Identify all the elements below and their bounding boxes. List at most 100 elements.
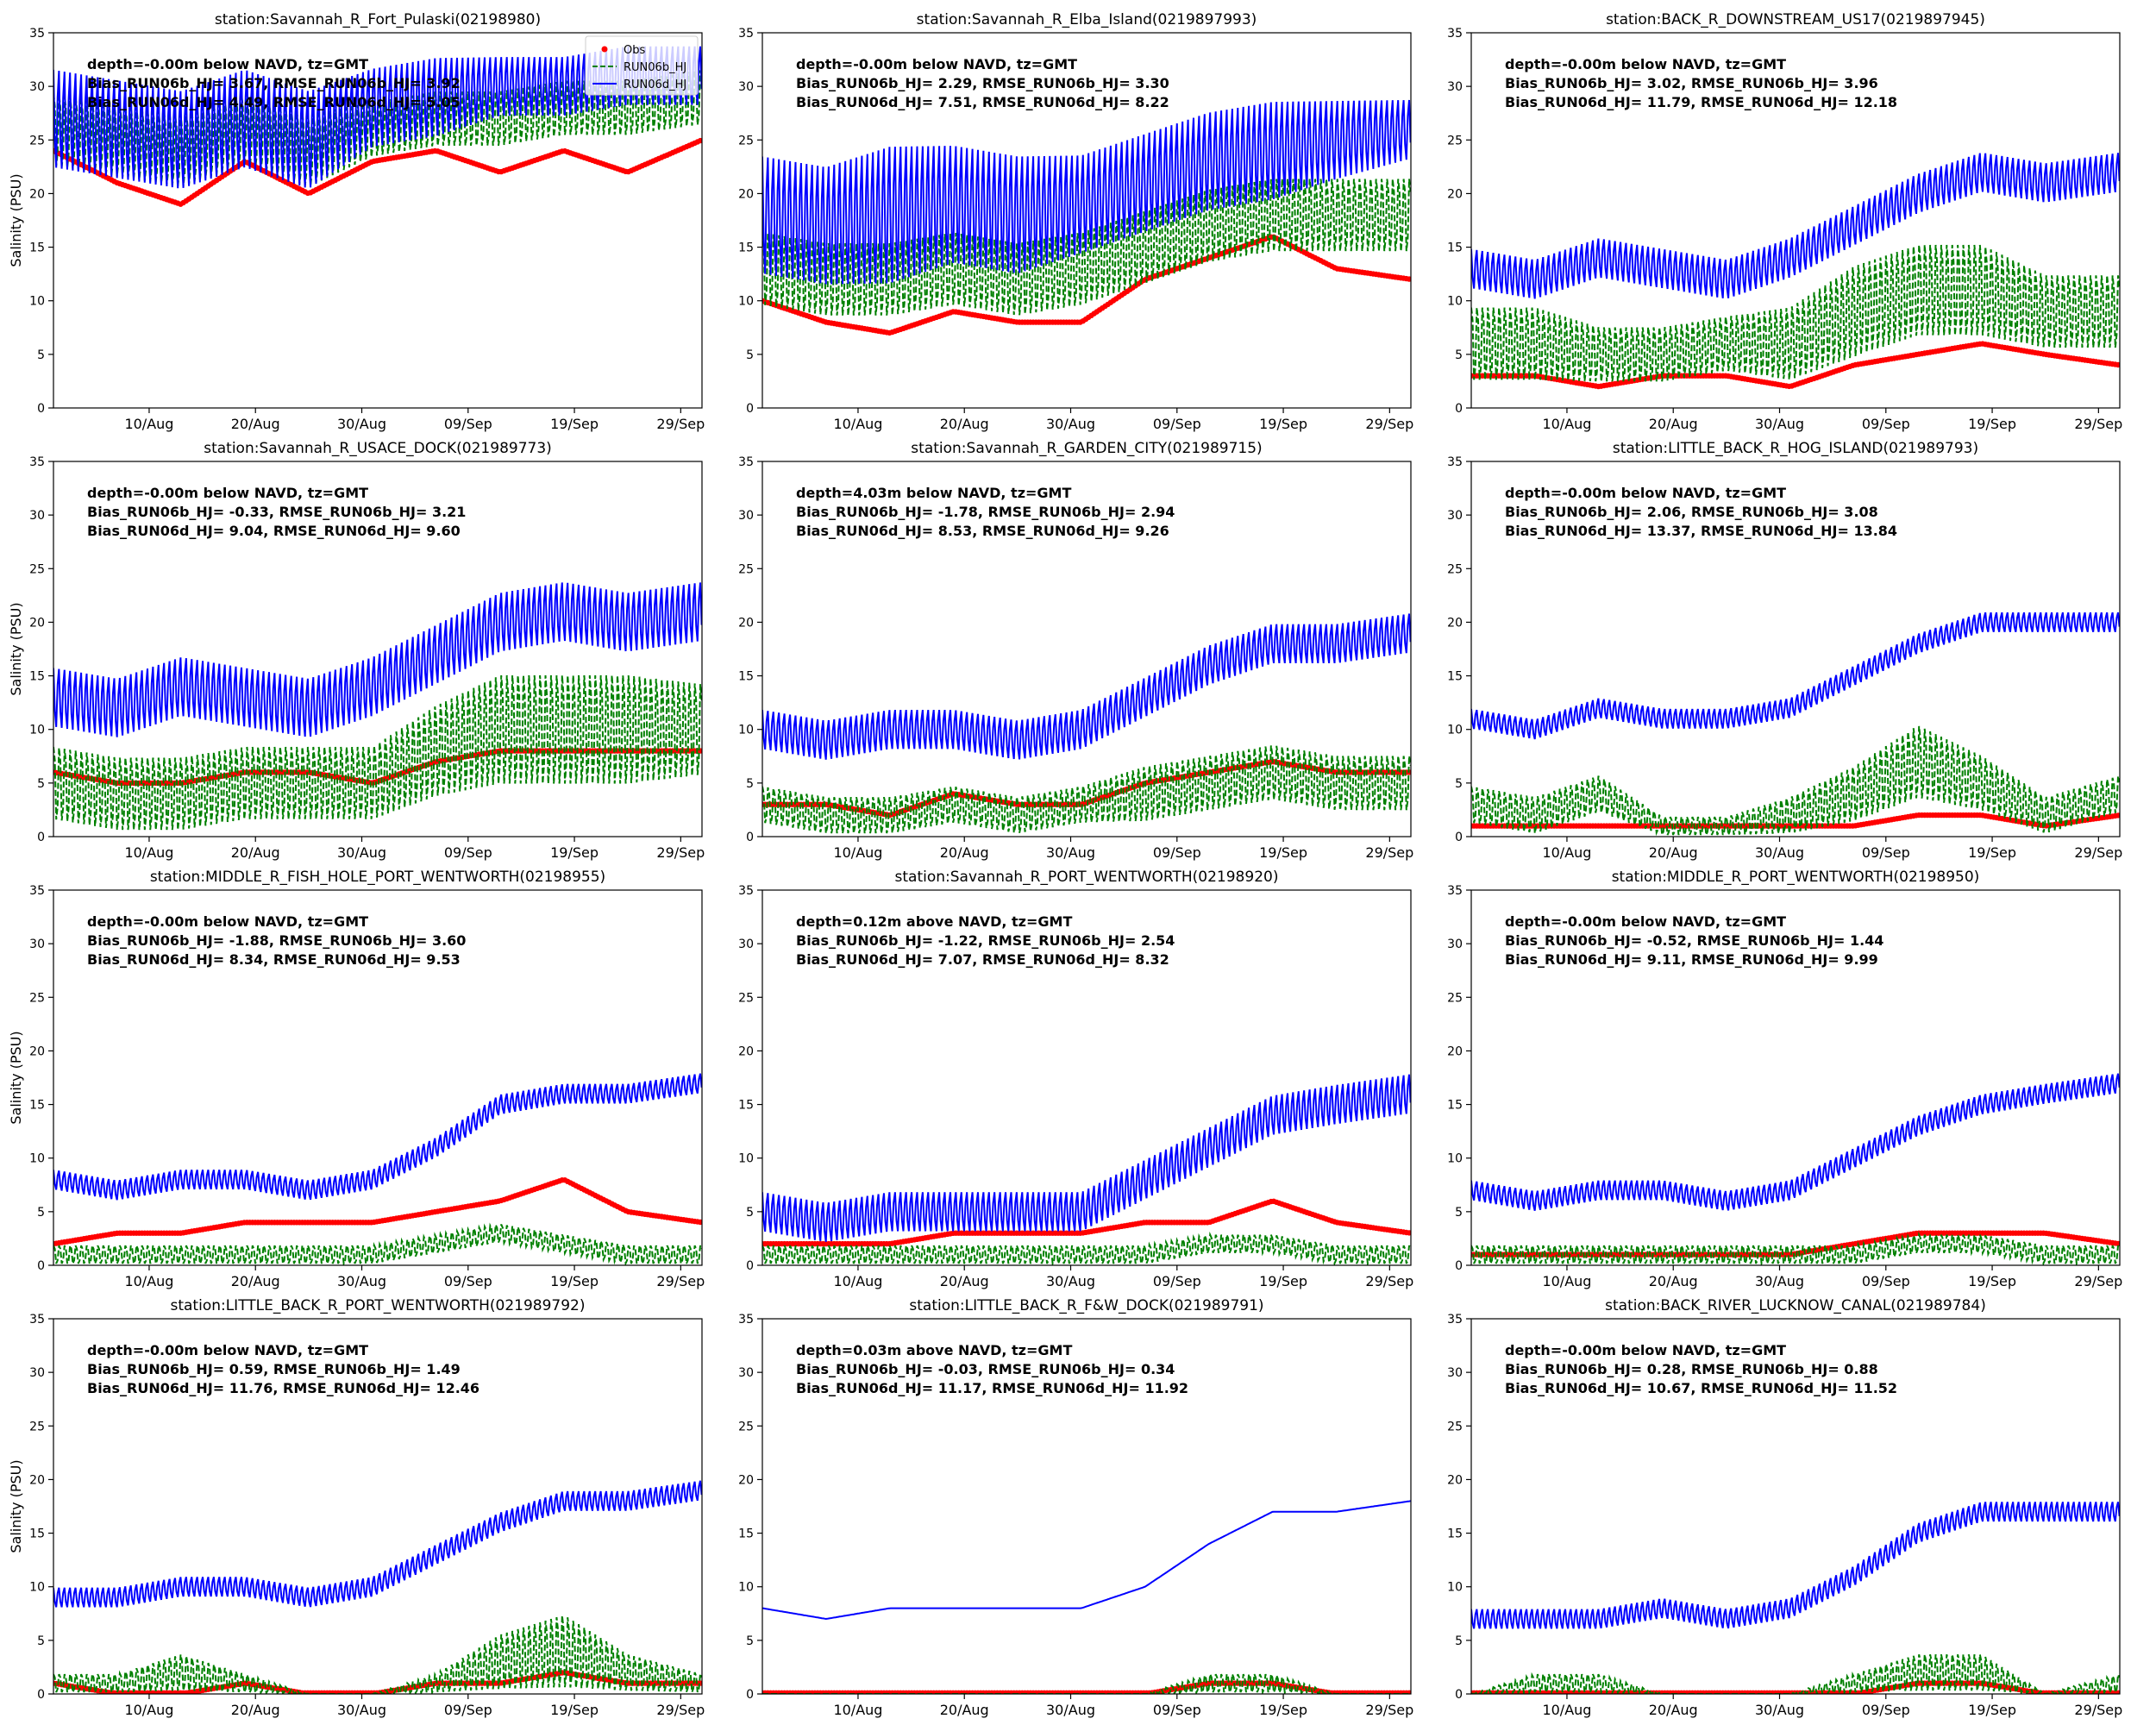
series-run06d-line <box>762 613 1411 760</box>
obs-point <box>697 137 702 144</box>
stats-annotation-line: Bias_RUN06b_HJ= -0.52, RMSE_RUN06b_HJ= 1… <box>1505 932 1883 949</box>
y-tick-label: 5 <box>1455 777 1463 791</box>
plot-area <box>762 1074 1411 1265</box>
stats-annotation-line: Bias_RUN06d_HJ= 11.76, RMSE_RUN06d_HJ= 1… <box>87 1380 479 1396</box>
y-tick-label: 10 <box>738 1581 754 1595</box>
y-tick-label: 0 <box>746 402 754 416</box>
x-tick-label: 19/Sep <box>1259 416 1307 432</box>
x-tick-label: 20/Aug <box>231 416 280 432</box>
x-tick-label: 10/Aug <box>1542 844 1591 861</box>
x-tick-label: 20/Aug <box>231 1273 280 1289</box>
y-tick-label: 30 <box>1447 1366 1463 1380</box>
x-tick-label: 09/Sep <box>444 1702 492 1718</box>
x-tick-label: 10/Aug <box>124 1273 173 1289</box>
y-tick-label: 20 <box>1447 1044 1463 1058</box>
plot-area <box>53 46 702 207</box>
series-run06d-line <box>762 1074 1411 1242</box>
x-tick-label: 30/Aug <box>1755 416 1804 432</box>
x-tick-label: 10/Aug <box>1542 1702 1591 1718</box>
series-run06d-line <box>762 99 1411 285</box>
y-tick-label: 20 <box>738 1473 754 1487</box>
axes-frame <box>761 32 1412 409</box>
x-tick-label: 20/Aug <box>940 416 989 432</box>
y-tick-label: 10 <box>738 295 754 309</box>
obs-point <box>1406 1690 1411 1694</box>
x-tick-label: 09/Sep <box>1862 416 1910 432</box>
series-obs-dots <box>53 1177 702 1247</box>
stats-annotation-line: Bias_RUN06d_HJ= 8.34, RMSE_RUN06d_HJ= 9.… <box>87 951 461 968</box>
stats-annotation-line: depth=-0.00m below NAVD, tz=GMT <box>87 1342 368 1358</box>
x-tick-label: 30/Aug <box>1755 1273 1804 1289</box>
x-tick-label: 10/Aug <box>833 416 882 432</box>
subplot-6: 0 5 10 15 20 25 30 35 10/Aug 20/Aug 30/Aug 09/Sep 19… <box>1447 440 2122 861</box>
legend-box <box>585 35 699 96</box>
x-tick-label: 20/Aug <box>231 844 280 861</box>
stats-annotation-line: depth=-0.00m below NAVD, tz=GMT <box>87 485 368 501</box>
stats-annotation-line: depth=4.03m below NAVD, tz=GMT <box>796 485 1071 501</box>
stats-annotation-line: depth=-0.00m below NAVD, tz=GMT <box>87 913 368 930</box>
x-tick-label: 20/Aug <box>231 1702 280 1718</box>
axes-frame <box>53 889 703 1266</box>
y-tick-label: 25 <box>1447 562 1463 576</box>
y-tick-label: 35 <box>29 455 45 469</box>
y-tick-label: 20 <box>738 187 754 201</box>
y-tick-label: 30 <box>738 938 754 951</box>
y-tick-label: 15 <box>29 1527 45 1541</box>
y-tick-label: 30 <box>1447 938 1463 951</box>
subplot-title: station:Savannah_R_Elba_Island(021989799… <box>917 11 1257 28</box>
y-tick-label: 0 <box>1455 1259 1463 1273</box>
y-tick-label: 5 <box>37 777 45 791</box>
series-run06b-line <box>53 1221 702 1265</box>
subplot-9: 0 5 10 15 20 25 30 35 10/Aug 20/Aug 30/Aug 09/Sep 19… <box>1447 869 2122 1289</box>
y-tick-label: 0 <box>37 1688 45 1702</box>
y-tick-label: 15 <box>738 242 754 255</box>
axes-frame <box>1470 889 2121 1266</box>
y-tick-label: 35 <box>738 27 754 41</box>
axes-frame <box>1470 461 2121 837</box>
series-run06b-line <box>762 1671 1411 1694</box>
subplot-2: 0 5 10 15 20 25 30 35 10/Aug 20/Aug 30/Aug 09/Sep 19… <box>738 11 1413 432</box>
y-tick-label: 25 <box>29 991 45 1005</box>
subplot-4: 0 5 10 15 20 25 30 35 10/Aug 20/Aug 30/Aug 09/Sep 19… <box>8 440 705 861</box>
series-run06d-line <box>53 1480 702 1608</box>
series-obs-dots <box>53 137 702 207</box>
series-run06d-line <box>1471 1502 2120 1629</box>
y-tick-label: 15 <box>738 1099 754 1113</box>
x-tick-label: 29/Sep <box>1365 1273 1413 1289</box>
y-tick-label: 20 <box>29 616 45 630</box>
y-tick-label: 35 <box>1447 884 1463 898</box>
stats-annotation-line: depth=-0.00m below NAVD, tz=GMT <box>796 56 1077 72</box>
y-tick-label: 20 <box>1447 1473 1463 1487</box>
y-tick-label: 15 <box>29 1099 45 1113</box>
stats-annotation-line: Bias_RUN06b_HJ= 0.59, RMSE_RUN06b_HJ= 1.… <box>87 1361 461 1377</box>
y-tick-label: 0 <box>746 1688 754 1702</box>
y-tick-label: 15 <box>29 670 45 684</box>
y-tick-label: 20 <box>738 616 754 630</box>
y-tick-label: 30 <box>29 1366 45 1380</box>
x-tick-label: 19/Sep <box>1968 416 2016 432</box>
x-tick-label: 30/Aug <box>1046 416 1095 432</box>
y-axis-label: Salinity (PSU) <box>8 1459 24 1552</box>
x-tick-label: 19/Sep <box>1259 1702 1307 1718</box>
y-tick-label: 5 <box>37 348 45 362</box>
obs-point <box>1406 1230 1411 1236</box>
stats-annotation-line: Bias_RUN06d_HJ= 10.67, RMSE_RUN06d_HJ= 1… <box>1505 1380 1897 1396</box>
x-tick-label: 29/Sep <box>1365 416 1413 432</box>
stats-annotation-line: Bias_RUN06d_HJ= 13.37, RMSE_RUN06d_HJ= 1… <box>1505 523 1897 539</box>
y-tick-label: 10 <box>29 295 45 309</box>
stats-annotation-line: Bias_RUN06b_HJ= -1.88, RMSE_RUN06b_HJ= 3… <box>87 932 466 949</box>
subplot-11: 0 5 10 15 20 25 30 35 10/Aug 20/Aug 30/Aug 09/Sep 19… <box>738 1297 1413 1718</box>
plot-area <box>762 99 1411 336</box>
x-tick-label: 19/Sep <box>1259 1273 1307 1289</box>
y-tick-label: 20 <box>738 1044 754 1058</box>
y-tick-label: 25 <box>738 134 754 147</box>
stats-annotation-line: depth=0.12m above NAVD, tz=GMT <box>796 913 1072 930</box>
y-tick-label: 25 <box>738 562 754 576</box>
stats-annotation-line: depth=0.03m above NAVD, tz=GMT <box>796 1342 1072 1358</box>
stats-annotation-line: depth=-0.00m below NAVD, tz=GMT <box>1505 913 1786 930</box>
y-tick-label: 10 <box>29 724 45 737</box>
x-tick-label: 09/Sep <box>444 416 492 432</box>
subplot-title: station:Savannah_R_Fort_Pulaski(02198980… <box>215 11 541 28</box>
y-tick-label: 20 <box>29 1044 45 1058</box>
